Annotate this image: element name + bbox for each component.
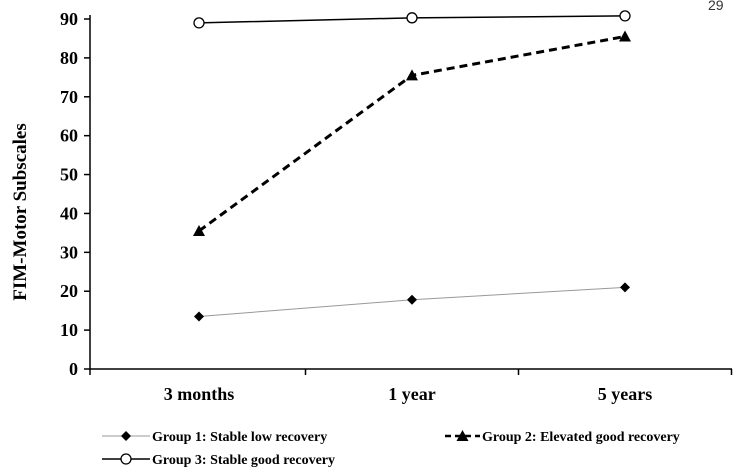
page-number: 29 [708, 0, 724, 13]
y-tick-label: 90 [60, 9, 78, 29]
y-tick-label: 20 [60, 281, 78, 301]
legend-marker [456, 430, 469, 441]
y-tick-label: 60 [60, 126, 78, 146]
x-ticks: 3 months 1 year 5 years [89, 369, 733, 404]
legend-label: Group 2: Elevated good recovery [482, 430, 680, 445]
legend-item-3: Group 3: Stable good recovery [102, 453, 335, 468]
data-point [193, 17, 205, 29]
y-ticks: 0 10 20 30 40 50 60 70 80 90 [60, 9, 90, 379]
legend-item-1: Group 1: Stable low recovery [102, 430, 327, 445]
series-group [193, 10, 631, 322]
data-point [194, 311, 204, 322]
data-point [619, 10, 631, 22]
y-tick-label: 10 [60, 320, 78, 340]
series-2 [193, 30, 631, 236]
legend-item-2: Group 2: Elevated good recovery [445, 430, 680, 445]
data-point [406, 69, 418, 81]
y-tick-label: 40 [60, 203, 78, 223]
data-point [620, 282, 630, 293]
legend-marker [121, 431, 131, 441]
y-tick-label: 70 [60, 87, 78, 107]
x-tick-label: 1 year [388, 384, 435, 404]
legend-marker [120, 453, 132, 465]
y-tick-label: 50 [60, 165, 78, 185]
x-tick-label: 3 months [164, 384, 235, 404]
legend-label: Group 3: Stable good recovery [152, 453, 335, 468]
data-point [407, 294, 417, 305]
axes [89, 15, 732, 370]
y-axis-label: FIM-Motor Subscales [10, 123, 31, 301]
y-tick-label: 80 [60, 48, 78, 68]
y-tick-label: 30 [60, 242, 78, 262]
series-line [198, 35, 626, 233]
data-point [619, 30, 631, 42]
y-tick-label: 0 [69, 359, 78, 379]
data-point [406, 12, 418, 24]
x-tick-label: 5 years [598, 384, 652, 404]
series-1 [194, 282, 630, 322]
series-3 [193, 10, 631, 29]
legend: Group 1: Stable low recovery Group 2: Ele… [102, 430, 680, 468]
legend-label: Group 1: Stable low recovery [152, 430, 327, 445]
data-point [193, 224, 205, 236]
